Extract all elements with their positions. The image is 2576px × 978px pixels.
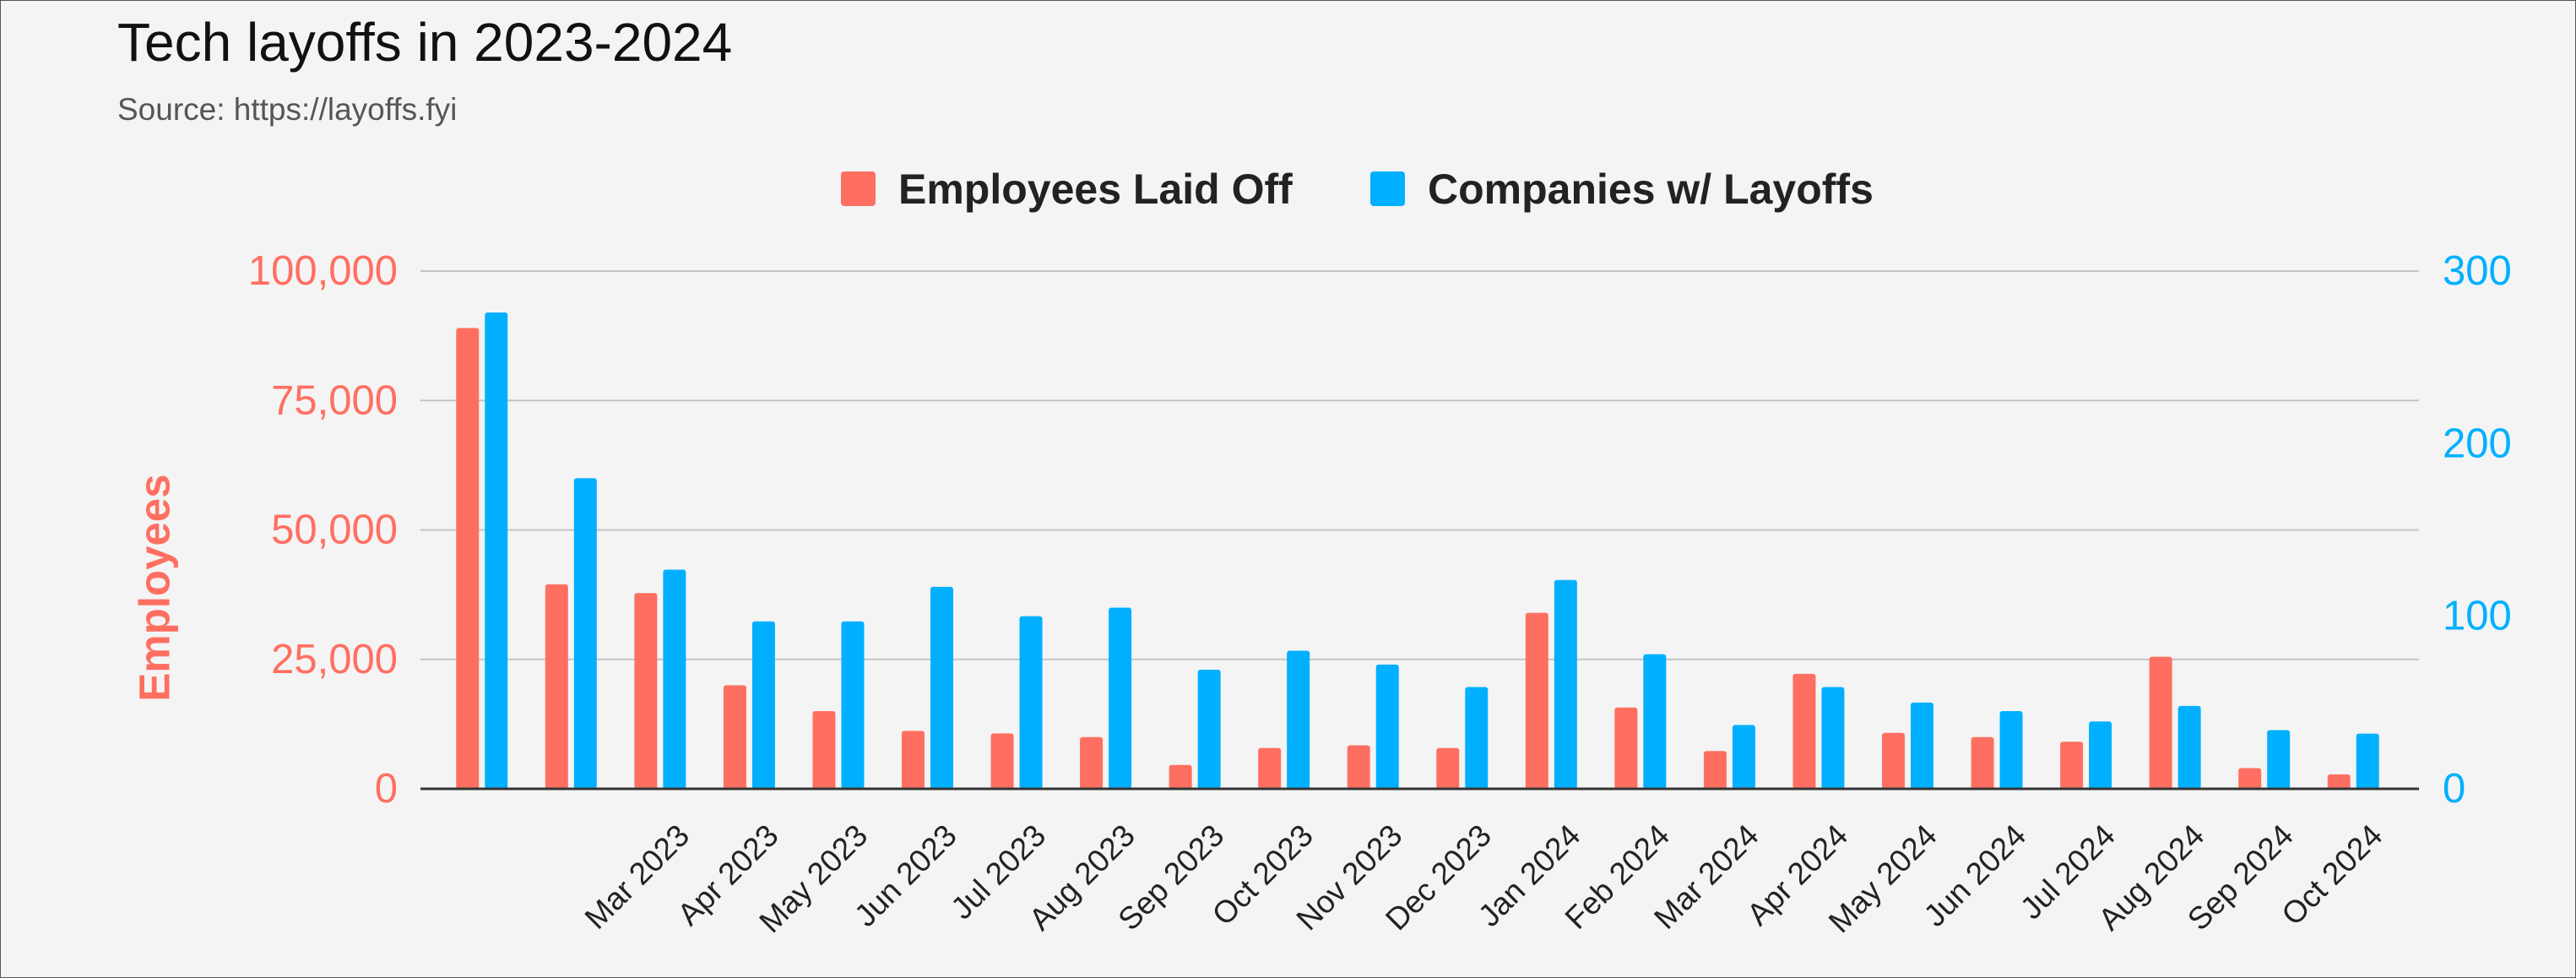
bar-employees-laid-off[interactable]	[1971, 736, 1994, 789]
y-left-tick-label: 0	[375, 766, 398, 812]
bar-companies-with-layoffs[interactable]	[930, 586, 953, 789]
bar-companies-with-layoffs[interactable]	[1109, 607, 1132, 789]
bar-companies-with-layoffs[interactable]	[841, 621, 865, 789]
y-right-tick-label: 0	[2443, 766, 2465, 812]
bar-companies-with-layoffs[interactable]	[573, 478, 597, 789]
bar-employees-laid-off[interactable]	[2327, 774, 2351, 789]
bar-companies-with-layoffs[interactable]	[2177, 705, 2201, 789]
bar-employees-laid-off[interactable]	[812, 711, 836, 789]
bar-employees-laid-off[interactable]	[2149, 656, 2172, 789]
x-tick-label: Mar 2023	[578, 818, 697, 936]
bar-companies-with-layoffs[interactable]	[1999, 711, 2023, 789]
bar-companies-with-layoffs[interactable]	[2267, 730, 2291, 789]
gridlines	[420, 270, 2419, 660]
bar-employees-laid-off[interactable]	[1436, 747, 1460, 789]
bar-companies-with-layoffs[interactable]	[485, 312, 508, 789]
bar-companies-with-layoffs[interactable]	[1732, 725, 1755, 789]
y-left-axis-title: Employees	[131, 474, 179, 701]
bar-companies-with-layoffs[interactable]	[1287, 650, 1310, 789]
bar-companies-with-layoffs[interactable]	[2089, 721, 2112, 789]
bar-employees-laid-off[interactable]	[990, 733, 1014, 789]
bar-employees-laid-off[interactable]	[1792, 673, 1816, 789]
bar-employees-laid-off[interactable]	[1347, 745, 1370, 789]
y-right-tick-label: 200	[2443, 421, 2512, 466]
bar-employees-laid-off[interactable]	[1703, 751, 1727, 789]
bar-companies-with-layoffs[interactable]	[1019, 616, 1043, 789]
bar-employees-laid-off[interactable]	[545, 584, 568, 789]
bar-companies-with-layoffs[interactable]	[663, 569, 686, 789]
legend-label[interactable]: Employees Laid Off	[898, 166, 1293, 213]
bar-employees-laid-off[interactable]	[634, 593, 658, 789]
bar-companies-with-layoffs[interactable]	[1643, 654, 1667, 789]
bar-companies-with-layoffs[interactable]	[1554, 579, 1577, 789]
y-right-tick-label: 300	[2443, 248, 2512, 294]
y-left-tick-label: 100,000	[248, 248, 398, 294]
axes: 0 25,000 50,000 75,000 100,000 0 100 200 300 Empl…	[131, 248, 2512, 939]
bar-employees-laid-off[interactable]	[1169, 764, 1192, 789]
bar-employees-laid-off[interactable]	[1614, 707, 1638, 789]
bar-employees-laid-off[interactable]	[902, 731, 925, 789]
bar-employees-laid-off[interactable]	[723, 685, 746, 789]
y-left-tick-label: 75,000	[271, 378, 398, 423]
bar-employees-laid-off[interactable]	[1080, 736, 1104, 789]
bar-companies-with-layoffs[interactable]	[1197, 670, 1221, 789]
bar-employees-laid-off[interactable]	[2060, 742, 2084, 789]
legend-label[interactable]: Companies w/ Layoffs	[1428, 166, 1874, 213]
bar-employees-laid-off[interactable]	[1525, 612, 1548, 789]
bar-employees-laid-off[interactable]	[456, 328, 480, 789]
bars	[456, 312, 2379, 789]
bar-companies-with-layoffs[interactable]	[2356, 733, 2379, 789]
bar-companies-with-layoffs[interactable]	[751, 621, 775, 789]
chart-title: Tech layoffs in 2023-2024	[117, 12, 733, 73]
bar-companies-with-layoffs[interactable]	[1821, 687, 1845, 789]
y-left-tick-label: 50,000	[271, 508, 398, 553]
y-right-tick-label: 100	[2443, 594, 2512, 639]
y-left-tick-label: 25,000	[271, 637, 398, 682]
bar-companies-with-layoffs[interactable]	[1911, 702, 1933, 789]
legend-swatch	[1370, 171, 1405, 206]
legend[interactable]: Employees Laid Off Companies w/ Layoffs	[841, 166, 1874, 213]
bar-companies-with-layoffs[interactable]	[1375, 664, 1399, 789]
bar-employees-laid-off[interactable]	[1882, 732, 1905, 789]
chart-subtitle: Source: https://layoffs.fyi	[117, 92, 458, 127]
bar-companies-with-layoffs[interactable]	[1465, 687, 1489, 789]
bar-employees-laid-off[interactable]	[2238, 768, 2262, 789]
bar-employees-laid-off[interactable]	[1258, 747, 1282, 789]
legend-swatch	[841, 171, 876, 206]
